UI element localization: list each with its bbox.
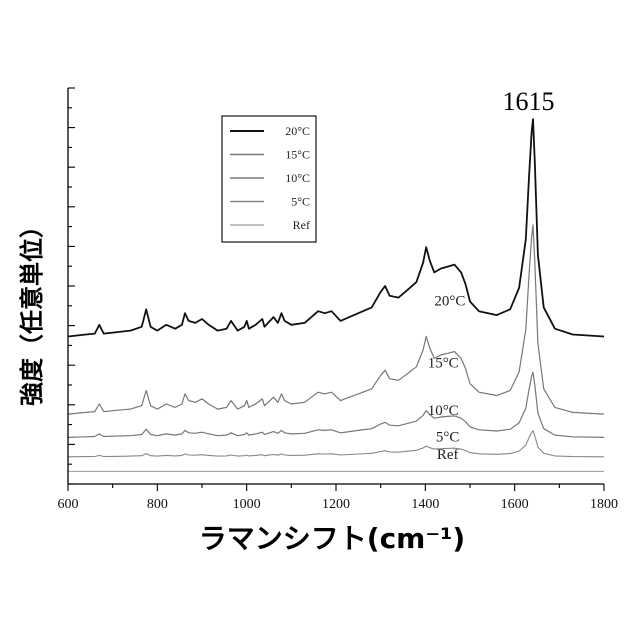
legend-entry: 10°C [285, 171, 310, 185]
series-label: 10°C [428, 403, 459, 419]
series-line-20c [68, 119, 604, 336]
raman-spectrum-chart: Ref 5°C 10°C 15°C 20°C 600 800 1000 1200 1400 160… [0, 0, 640, 640]
y-axis-label: 強度（任意単位） [18, 214, 46, 406]
peak-annotation: 1615 [503, 87, 555, 116]
x-tick-label: 1000 [233, 497, 261, 512]
legend-entry: 20°C [285, 124, 310, 138]
series-line-5c [68, 431, 604, 457]
series-line-10c [68, 372, 604, 437]
x-tick-label: 600 [58, 497, 79, 512]
series-label: 15°C [428, 356, 459, 372]
x-tick-label: 800 [147, 497, 168, 512]
legend-entry: 15°C [285, 148, 310, 162]
x-tick-label: 1200 [322, 497, 350, 512]
series-label: 5°C [436, 429, 460, 445]
legend-entry: Ref [293, 218, 310, 232]
x-tick-label: 1400 [411, 497, 439, 512]
x-axis-label: ラマンシフト(cm⁻¹) [199, 522, 465, 555]
x-tick-label: 1600 [501, 497, 529, 512]
series-label: 20°C [434, 293, 465, 309]
legend-entry: 5°C [291, 195, 310, 209]
x-tick-label: 1800 [590, 497, 618, 512]
legend: 20°C 15°C 10°C 5°C Ref [222, 116, 316, 242]
plot-area: Ref 5°C 10°C 15°C 20°C [68, 119, 604, 471]
